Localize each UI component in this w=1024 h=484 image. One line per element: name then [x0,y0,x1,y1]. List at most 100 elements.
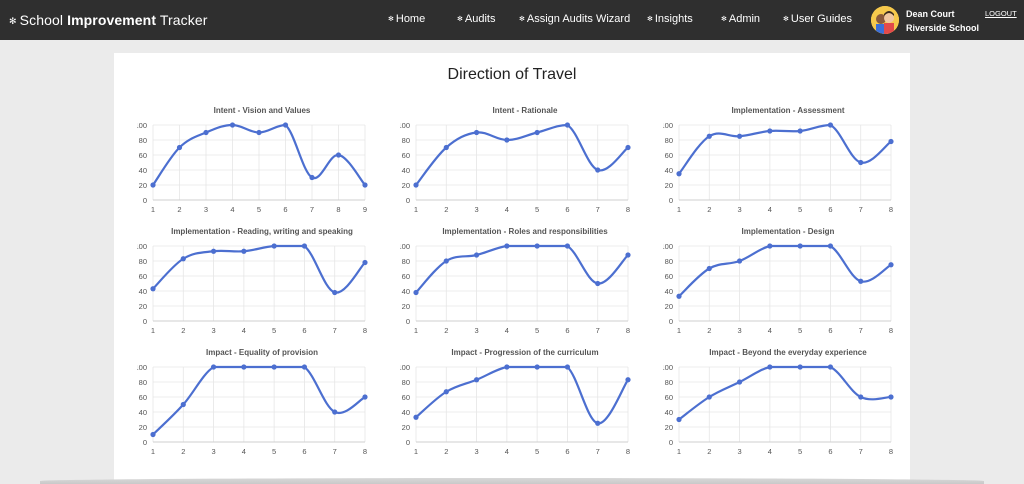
logout-link[interactable]: LOGOUT [985,9,1017,18]
x-tick-label: 9 [363,205,367,214]
data-point [888,262,894,268]
chart-svg: 0 20 40 60 80 100 1 2 3 4 5 6 7 8 [663,363,894,456]
snowflake-icon: ✻ [783,16,789,23]
y-tick-label: 20 [402,302,410,311]
data-point [443,389,449,395]
data-point [150,431,156,438]
data-point [362,394,368,400]
snowflake-icon: ✻ [9,16,17,26]
y-tick-label: 40 [402,166,410,175]
x-tick-label: 3 [474,326,478,335]
y-tick-label: 80 [402,136,410,145]
x-tick-label: 4 [242,447,246,456]
x-tick-label: 7 [596,205,600,214]
data-point [362,259,368,266]
chart-title: Impact - Equality of provision [205,348,318,357]
data-point [150,182,156,188]
y-tick-label: 40 [665,408,673,417]
y-tick-label: 100 [137,363,147,372]
x-tick-label: 2 [707,205,711,214]
data-point [413,414,419,420]
data-point [706,394,712,400]
x-tick-label: 7 [333,447,337,456]
x-tick-label: 8 [336,205,340,214]
data-point [504,137,510,143]
x-tick-label: 7 [596,326,600,335]
data-point [504,243,510,249]
y-tick-label: 60 [402,393,410,402]
x-tick-label: 7 [333,326,337,335]
data-point [858,278,864,284]
data-point [413,289,419,296]
data-point [241,248,247,254]
nav-user-guides[interactable]: ✻ User Guides [783,13,852,25]
app-brand[interactable]: ✻ School Improvement Tracker [9,12,207,28]
x-tick-label: 8 [889,205,893,214]
x-tick-label: 2 [181,447,185,456]
chart-title: Implementation - Roles and responsibilit… [442,227,608,236]
window-bottom-edge [40,478,984,484]
y-tick-label: 20 [402,423,410,432]
x-tick-label: 4 [242,326,246,335]
data-point [443,144,449,151]
user-school: Riverside School [906,23,980,33]
y-tick-label: 100 [663,242,673,251]
x-tick-label: 6 [828,447,832,456]
data-point [797,128,803,134]
user-avatar[interactable] [871,6,899,34]
nav-assign-audits-wizard[interactable]: ✻ Assign Audits Wizard [519,13,630,25]
snowflake-icon: ✻ [647,16,653,23]
data-point [271,243,277,249]
data-point [676,416,682,423]
x-tick-label: 6 [302,326,306,335]
nav-insights[interactable]: ✻ Insights [647,13,693,25]
x-tick-label: 8 [626,205,630,214]
x-tick-label: 3 [474,205,478,214]
x-tick-label: 6 [565,447,569,456]
data-point [564,243,571,249]
y-tick-label: 0 [143,438,147,447]
nav-home[interactable]: ✻ Home [388,13,425,25]
nav-audits[interactable]: ✻ Audits [457,13,495,25]
x-tick-label: 3 [737,447,741,456]
nav-admin[interactable]: ✻ Admin [721,13,760,25]
x-tick-label: 5 [798,326,802,335]
y-tick-label: 60 [139,393,147,402]
chart-svg: 0 20 40 60 80 100 1 2 3 4 5 6 7 8 [663,242,894,335]
x-tick-label: 3 [204,205,208,214]
data-point [309,174,315,181]
data-point [180,256,186,262]
y-tick-label: 80 [139,378,147,387]
user-name: Dean Court [906,9,955,19]
x-tick-label: 2 [707,326,711,335]
x-tick-label: 6 [565,326,569,335]
y-tick-label: 40 [665,166,673,175]
data-point [767,128,773,134]
chart-svg: 0 20 40 60 80 100 1 2 3 4 5 6 7 8 9 [137,121,368,214]
y-tick-label: 80 [139,136,147,145]
chart-7: Impact - Equality of provision 0 20 40 60 80… [137,348,387,468]
data-point [150,286,156,292]
y-tick-label: 0 [669,317,673,326]
x-tick-label: 4 [505,205,509,214]
data-point [625,252,631,258]
brand-text-2: Improvement [67,12,157,28]
data-point [332,409,338,415]
data-point [282,122,289,128]
data-point [534,243,540,249]
x-tick-label: 2 [444,205,448,214]
y-tick-label: 100 [137,121,147,130]
x-tick-label: 2 [177,205,181,214]
data-point [473,129,480,136]
data-point [767,243,773,249]
chart-9: Impact - Beyond the everyday experience … [663,348,913,468]
data-point [736,133,743,139]
x-tick-label: 1 [151,447,155,456]
x-tick-label: 2 [181,326,185,335]
data-point [210,248,217,254]
y-tick-label: 100 [400,121,410,130]
x-tick-label: 4 [768,205,772,214]
y-tick-label: 0 [143,317,147,326]
data-point [210,364,217,370]
y-tick-label: 0 [406,438,410,447]
